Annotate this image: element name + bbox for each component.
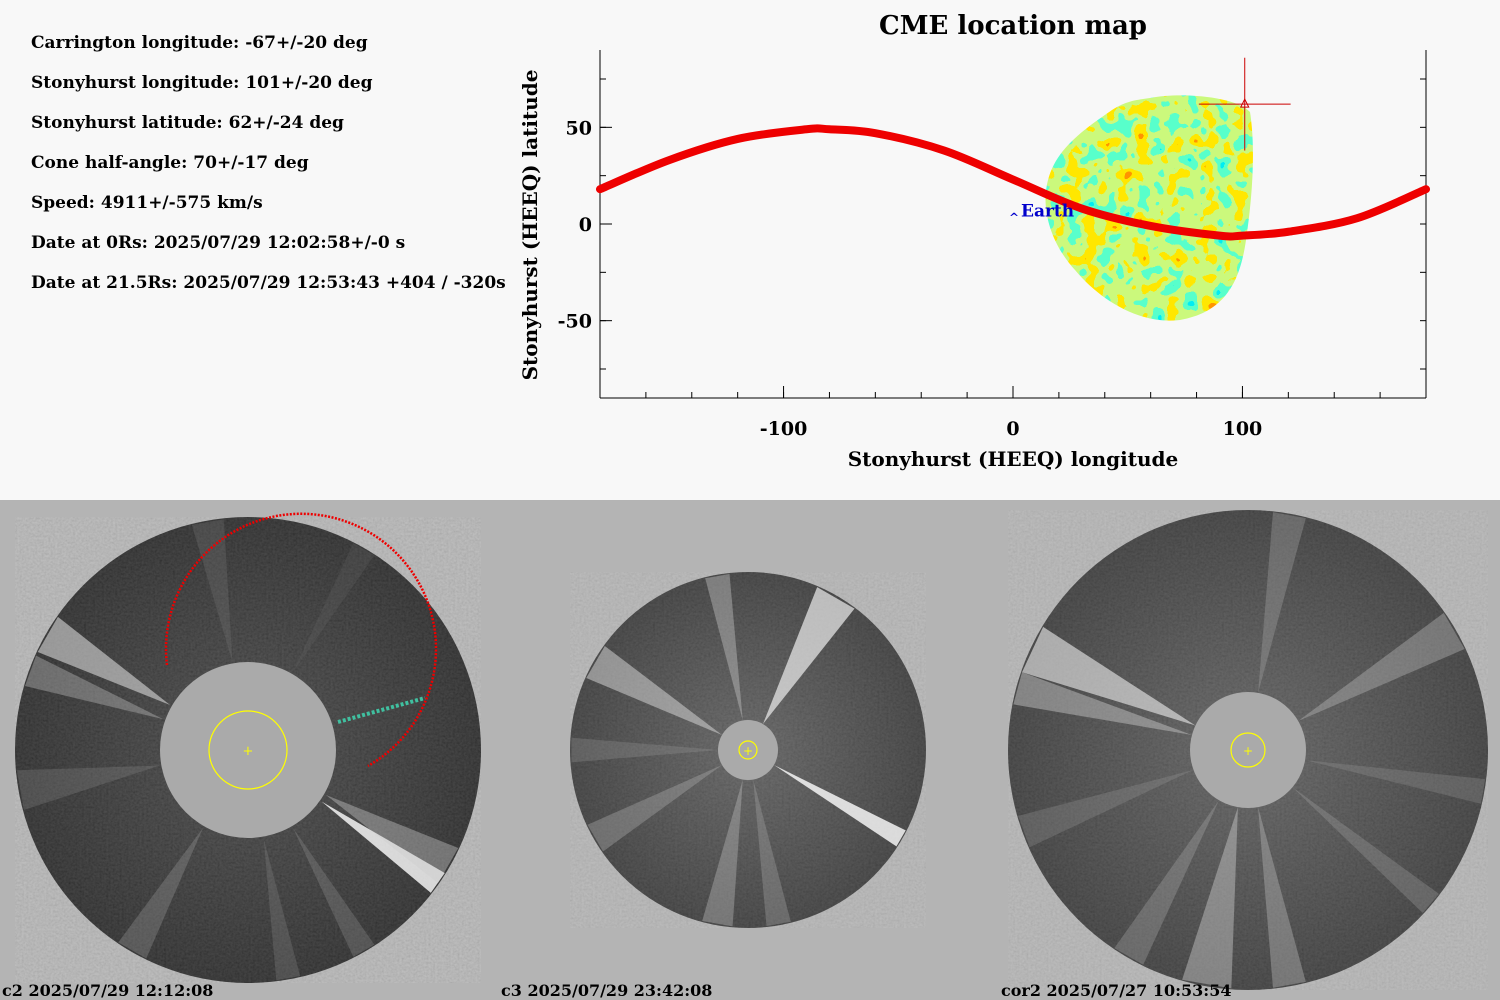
y-tick-label: 50 — [566, 117, 592, 139]
c2-cme-front-arc — [164, 512, 438, 768]
coronagraph-panels: + + + c2 2025/07/29 12:12:08 c3 2025/07/… — [0, 500, 1500, 1000]
speed: Speed: 4911+/-575 km/s — [31, 193, 263, 213]
streamer-ray — [293, 543, 375, 673]
streamer-ray — [1114, 800, 1219, 965]
x-tick-label: -100 — [760, 418, 808, 440]
cme-direction-marker — [1198, 57, 1291, 151]
streamer-ray — [773, 765, 906, 847]
streamer-ray — [1182, 807, 1238, 989]
streamer-ray — [191, 519, 233, 662]
stonyhurst-longitude: Stonyhurst longitude: 101+/-20 deg — [31, 73, 373, 93]
streamer-ray — [293, 827, 375, 957]
streamer-ray — [705, 573, 743, 721]
earth-marker: ^ Earth — [1009, 201, 1074, 224]
earth-caret-icon: ^ — [1009, 210, 1019, 224]
chart-title: CME location map — [879, 11, 1147, 41]
streamer-ray — [118, 827, 203, 959]
c2-sun-circle — [208, 710, 288, 790]
streamer-ray — [1022, 626, 1196, 726]
streamer-ray — [753, 779, 791, 927]
carrington-longitude: Carrington longitude: -67+/-20 deg — [31, 33, 368, 53]
x-axis-label: Stonyhurst (HEEQ) longitude — [848, 447, 1179, 471]
c2-cme-track — [337, 696, 426, 724]
c2-occulter — [160, 662, 336, 838]
y-axis-label: Stonyhurst (HEEQ) latitude — [518, 70, 542, 381]
cor2-panel-label: cor2 2025/07/27 10:53:54 — [1001, 981, 1232, 1000]
x-tick-label: 0 — [1006, 418, 1019, 440]
cor2-sun-circle — [1230, 732, 1266, 768]
c3-panel-label: c3 2025/07/29 23:42:08 — [501, 981, 713, 1000]
streamer-ray — [1018, 769, 1194, 848]
streamer-ray — [1298, 612, 1465, 721]
c3-occulter — [718, 720, 778, 780]
date-at-0rs: Date at 0Rs: 2025/07/29 12:02:58+/-0 s — [31, 233, 406, 253]
streamer-ray — [702, 779, 743, 927]
c3-sun-circle — [738, 740, 758, 760]
streamer-ray — [586, 645, 723, 735]
streamer-ray — [1305, 760, 1486, 804]
stonyhurst-latitude: Stonyhurst latitude: 62+/-24 deg — [31, 113, 344, 133]
streamer-ray — [24, 655, 164, 720]
c2-panel-label: c2 2025/07/29 12:12:08 — [2, 981, 214, 1000]
y-tick-label: 0 — [579, 214, 592, 236]
y-tick-label: -50 — [558, 311, 592, 333]
ecliptic-curve — [596, 124, 1430, 241]
cone-half-angle: Cone half-angle: 70+/-17 deg — [31, 153, 309, 173]
c2-sun-center-icon: + — [243, 744, 254, 759]
c3-streamers — [571, 573, 906, 927]
date-at-21-5rs: Date at 21.5Rs: 2025/07/29 12:53:43 +404… — [31, 273, 506, 293]
streamer-ray — [16, 765, 160, 811]
cor2-occulter — [1190, 692, 1306, 808]
top-section: Carrington longitude: -67+/-20 deg Stony… — [31, 11, 1430, 471]
cor2-sun-center-icon: + — [1243, 744, 1253, 758]
streamer-ray — [571, 737, 718, 763]
streamer-ray — [321, 801, 445, 893]
streamer-ray — [1292, 787, 1439, 913]
c3-sun-center-icon: + — [743, 744, 753, 758]
x-tick-label: 100 — [1223, 418, 1263, 440]
c2-panel: + — [15, 512, 481, 983]
streamer-ray — [1258, 512, 1306, 693]
coronagraph-images: + + + — [15, 510, 1488, 990]
streamer-ray — [37, 616, 171, 705]
c2-streamers — [16, 519, 459, 981]
earth-label: Earth — [1021, 201, 1074, 221]
chart-axes: -100 0 100 50 0 -50 — [558, 50, 1427, 440]
cor2-panel: + — [1008, 510, 1488, 990]
streamer-ray — [1258, 807, 1306, 988]
streamer-ray — [263, 838, 301, 981]
streamer-ray — [763, 587, 855, 725]
cme-marker-icon — [1239, 98, 1250, 108]
streamer-ray — [587, 765, 723, 852]
streamer-ray — [325, 795, 459, 884]
streamer-ray — [1013, 672, 1192, 735]
cor2-streamers — [1013, 512, 1486, 989]
c3-panel: + — [570, 572, 926, 928]
